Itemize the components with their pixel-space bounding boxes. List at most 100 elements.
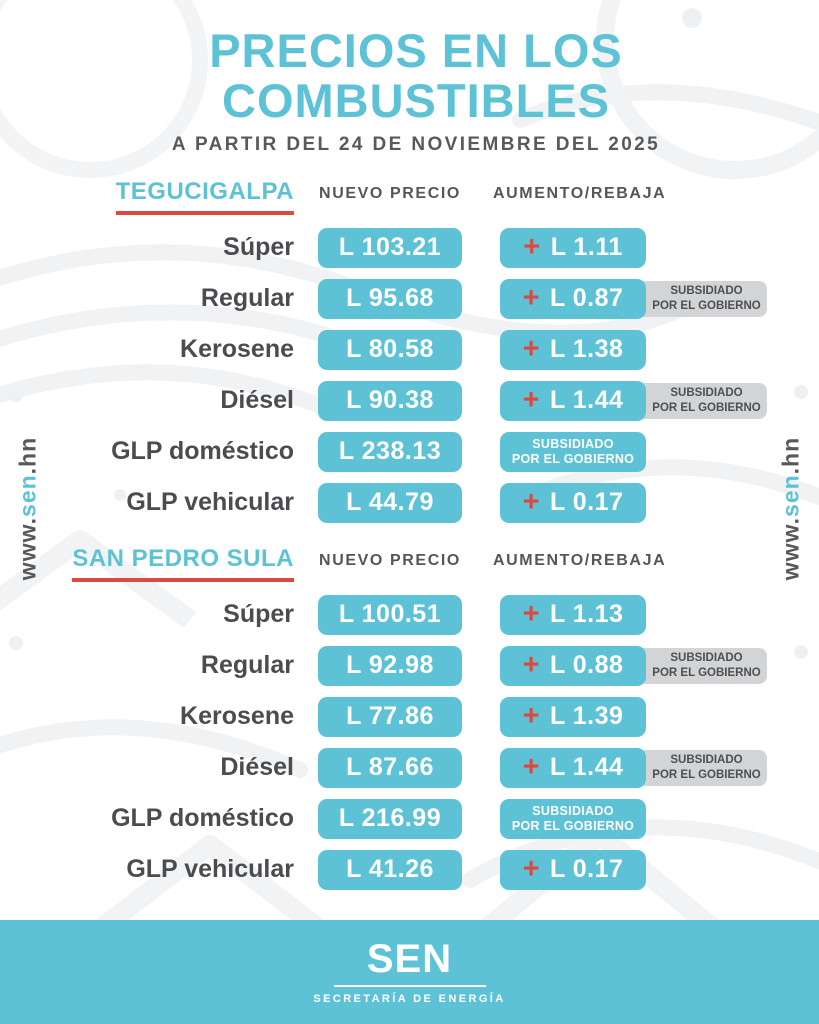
subsidy-badge-line1: SUBSIDIADO <box>670 387 743 400</box>
change-pill: SUBSIDIADO POR EL GOBIERNO <box>500 431 646 472</box>
new-price-pill: L 216.99 <box>318 798 462 839</box>
sen-logo: SEN <box>366 937 453 981</box>
city-heading-wrap: TEGUCIGALPA <box>64 178 294 215</box>
fuel-label: GLP doméstico <box>111 437 294 466</box>
fuel-row: Súper L 103.21 + L 1.11 <box>64 227 768 268</box>
subsidy-badge: SUBSIDIADO POR EL GOBIERNO <box>637 280 767 317</box>
fuel-row: Regular L 92.98 + L 0.88 SUBSIDIADO POR … <box>64 645 768 686</box>
fuel-row: Kerosene L 80.58 + L 1.38 <box>64 329 768 370</box>
subsidy-badge-line2: POR EL GOBIERNO <box>652 768 761 781</box>
column-header-change: AUMENTO/REBAJA <box>493 184 667 202</box>
change-cell: + L 1.44 SUBSIDIADO POR EL GOBIERNO <box>500 747 767 788</box>
plus-icon: + <box>522 486 540 519</box>
fuel-row: Kerosene L 77.86 + L 1.39 <box>64 696 768 737</box>
price-sections: TEGUCIGALPA NUEVO PRECIO AUMENTO/REBAJA … <box>64 178 768 890</box>
fuel-label: Kerosene <box>180 702 294 731</box>
fuel-label: Regular <box>200 284 294 313</box>
sen-org-name: SECRETARÍA DE ENERGÍA <box>313 993 506 1005</box>
change-value: L 1.39 <box>550 702 624 731</box>
fuel-label: Súper <box>223 600 294 629</box>
subsidy-badge-line2: POR EL GOBIERNO <box>652 401 761 414</box>
plus-icon: + <box>522 751 540 784</box>
fuel-row: Diésel L 87.66 + L 1.44 SUBSIDIADO POR E… <box>64 747 768 788</box>
column-header-change: AUMENTO/REBAJA <box>493 551 667 569</box>
change-cell: + L 1.39 <box>500 696 646 737</box>
plus-icon: + <box>522 853 540 886</box>
change-value: L 1.44 <box>550 753 624 782</box>
fuel-label: GLP doméstico <box>111 804 294 833</box>
new-price-pill: L 90.38 <box>318 380 462 421</box>
change-value: L 1.38 <box>550 335 624 364</box>
fuel-row: GLP doméstico L 238.13 SUBSIDIADO POR EL … <box>64 431 768 472</box>
page-title: PRECIOS EN LOS COMBUSTIBLES <box>64 26 768 126</box>
new-price-pill: L 238.13 <box>318 431 462 472</box>
plus-icon: + <box>522 598 540 631</box>
city-heading-tegucigalpa: TEGUCIGALPA <box>115 178 294 215</box>
footer-band: SEN SECRETARÍA DE ENERGÍA <box>0 920 819 1024</box>
change-pill: + L 0.88 <box>500 645 646 686</box>
city-section: SAN PEDRO SULA NUEVO PRECIO AUMENTO/REBA… <box>64 545 768 890</box>
subsidy-pill-line2: POR EL GOBIERNO <box>511 451 635 466</box>
change-pill: SUBSIDIADO POR EL GOBIERNO <box>500 798 646 839</box>
change-cell: SUBSIDIADO POR EL GOBIERNO <box>500 431 646 472</box>
city-section: TEGUCIGALPA NUEVO PRECIO AUMENTO/REBAJA … <box>64 178 768 523</box>
fuel-label: Súper <box>223 233 294 262</box>
subsidy-badge-line2: POR EL GOBIERNO <box>652 299 761 312</box>
change-cell: + L 1.44 SUBSIDIADO POR EL GOBIERNO <box>500 380 767 421</box>
plus-icon: + <box>523 231 541 264</box>
website-watermark-left: www.sen.hn <box>15 404 42 614</box>
plus-icon: + <box>522 282 540 315</box>
fuel-row: Diésel L 90.38 + L 1.44 SUBSIDIADO POR E… <box>64 380 768 421</box>
subsidy-badge: SUBSIDIADO POR EL GOBIERNO <box>637 749 767 786</box>
sen-logo-rule <box>333 985 486 987</box>
change-pill: + L 1.11 <box>500 227 646 268</box>
new-price-pill: L 44.79 <box>318 482 462 523</box>
website-watermark-prefix: www. <box>14 516 41 581</box>
subsidy-badge-line1: SUBSIDIADO <box>670 285 743 298</box>
change-cell: + L 1.11 <box>500 227 646 268</box>
change-value: L 0.87 <box>550 284 624 313</box>
subsidy-badge: SUBSIDIADO POR EL GOBIERNO <box>637 382 767 419</box>
subsidy-badge-line2: POR EL GOBIERNO <box>652 666 761 679</box>
fuel-label: GLP vehicular <box>126 855 294 884</box>
fuel-row: Súper L 100.51 + L 1.13 <box>64 594 768 635</box>
fuel-row: GLP vehicular L 41.26 + L 0.17 <box>64 849 768 890</box>
fuel-row: GLP vehicular L 44.79 + L 0.17 <box>64 482 768 523</box>
fuel-label: Diésel <box>220 386 294 415</box>
section-rows: Súper L 103.21 + L 1.11 Regular L 95.68 … <box>64 227 768 523</box>
change-pill: + L 1.39 <box>500 696 646 737</box>
change-pill: + L 1.44 <box>500 747 646 788</box>
fuel-row: Regular L 95.68 + L 0.87 SUBSIDIADO POR … <box>64 278 768 319</box>
plus-icon: + <box>522 700 540 733</box>
website-watermark-highlight: sen <box>14 474 41 517</box>
new-price-pill: L 100.51 <box>318 594 462 635</box>
website-watermark-suffix: .hn <box>777 436 804 475</box>
change-cell: + L 0.17 <box>500 849 646 890</box>
change-cell: + L 0.88 SUBSIDIADO POR EL GOBIERNO <box>500 645 767 686</box>
new-price-pill: L 77.86 <box>318 696 462 737</box>
change-value: L 1.13 <box>550 600 624 629</box>
change-pill: + L 0.87 <box>500 278 646 319</box>
new-price-pill: L 41.26 <box>318 849 462 890</box>
change-value: L 0.17 <box>550 855 624 884</box>
column-header-new-price: NUEVO PRECIO <box>319 551 461 569</box>
new-price-pill: L 92.98 <box>318 645 462 686</box>
section-header: SAN PEDRO SULA NUEVO PRECIO AUMENTO/REBA… <box>64 545 768 582</box>
website-watermark-right: www.sen.hn <box>778 404 805 614</box>
change-cell: + L 1.38 <box>500 329 646 370</box>
fuel-row: GLP doméstico L 216.99 SUBSIDIADO POR EL … <box>64 798 768 839</box>
fuel-label: Kerosene <box>180 335 294 364</box>
change-pill: + L 0.17 <box>500 482 646 523</box>
change-pill: + L 1.44 <box>500 380 646 421</box>
city-heading-wrap: SAN PEDRO SULA <box>64 545 294 582</box>
subsidy-pill-line1: SUBSIDIADO <box>532 436 614 451</box>
change-cell: + L 1.13 <box>500 594 646 635</box>
page-subtitle: A PARTIR DEL 24 DE NOVIEMBRE DEL 2025 <box>171 133 661 155</box>
plus-icon: + <box>522 384 540 417</box>
new-price-pill: L 80.58 <box>318 329 462 370</box>
plus-icon: + <box>522 649 540 682</box>
website-watermark-highlight: sen <box>777 474 804 517</box>
new-price-pill: L 87.66 <box>318 747 462 788</box>
section-rows: Súper L 100.51 + L 1.13 Regular L 92.98 … <box>64 594 768 890</box>
